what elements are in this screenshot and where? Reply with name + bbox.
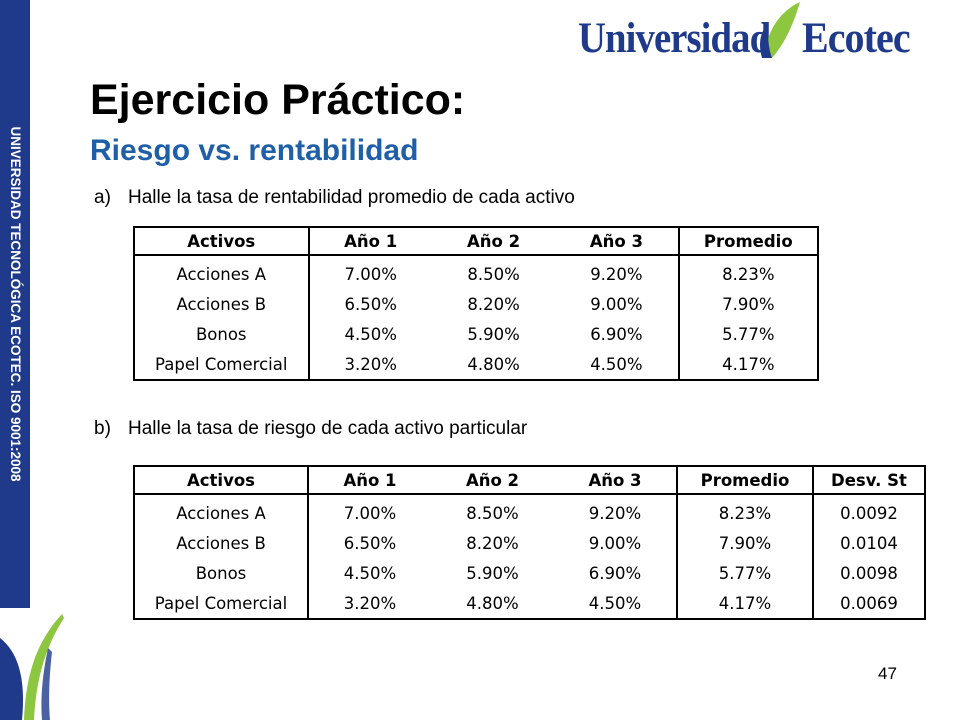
returns-table: Activos Año 1 Año 2 Año 3 Promedio Accio… (133, 226, 819, 381)
average-value: 7.90% (677, 289, 818, 319)
sidebar-band: UNIVERSIDAD TECNOLÓGICA ECOTEC. ISO 9001… (0, 0, 30, 608)
logo-word-universidad: Universidad (578, 15, 771, 62)
header-cell: Año 3 (555, 227, 679, 256)
year2-value: 8.20% (467, 294, 520, 314)
header-cell: Activos (134, 227, 310, 256)
year1-value: 6.50% (344, 294, 397, 314)
asset-name: Bonos (134, 558, 309, 588)
asset-name: Acciones A (134, 494, 309, 528)
table-row: Papel Comercial 3.20% 4.80% 4.50% 4.17% (134, 349, 818, 380)
table-row: Acciones A 7.00% 8.50% 9.20% 8.23% 0.009… (134, 494, 925, 528)
year2-value: 5.90% (466, 563, 519, 583)
year1-value: 3.20% (343, 593, 397, 613)
average-value: 5.77% (676, 558, 813, 588)
stdev-value: 0.0104 (812, 528, 925, 558)
asset-name: Acciones B (134, 289, 310, 319)
stdev-value: 0.0092 (812, 494, 925, 528)
average-value: 4.17% (676, 588, 813, 619)
leaf-decoration-icon (0, 614, 64, 720)
sidebar-institution-text: UNIVERSIDAD TECNOLÓGICA ECOTEC. ISO 9001… (8, 126, 23, 482)
year3-value: 9.00% (588, 533, 642, 553)
year3-value: 4.50% (588, 593, 642, 613)
asset-name: Acciones B (134, 528, 309, 558)
year2-value: 4.80% (466, 593, 519, 613)
year2-value: 8.50% (466, 503, 519, 523)
asset-name: Acciones A (134, 255, 310, 289)
year3-value: 4.50% (590, 354, 643, 374)
question-a: a) Halle la tasa de rentabilidad promedio… (94, 187, 575, 209)
table-row: Acciones A 7.00% 8.50% 9.20% 8.23% (134, 255, 818, 289)
header-cell: Promedio (676, 466, 813, 495)
table-row: Bonos 4.50% 5.90% 6.90% 5.77% 0.0098 (134, 558, 925, 588)
year3-value: 9.20% (588, 503, 642, 523)
average-value: 4.17% (677, 349, 818, 380)
year2-value: 8.50% (467, 264, 520, 284)
year1-value: 3.20% (344, 354, 397, 374)
header-cell: Año 2 (431, 227, 556, 256)
university-logo: Universidad Ecotec (570, 0, 950, 66)
table-row: Papel Comercial 3.20% 4.80% 4.50% 4.17% … (134, 588, 925, 619)
header-cell: Año 3 (554, 466, 677, 495)
table-row: Bonos 4.50% 5.90% 6.90% 5.77% (134, 319, 818, 349)
logo-word-ecotec: Ecotec (802, 15, 911, 62)
header-cell: Desv. St (812, 466, 925, 495)
asset-name: Papel Comercial (134, 588, 309, 619)
table-row: Acciones B 6.50% 8.20% 9.00% 7.90% (134, 289, 818, 319)
average-value: 5.77% (677, 319, 818, 349)
year1-value: 7.00% (344, 264, 397, 284)
risk-table: Activos Año 1 Año 2 Año 3 Promedio Desv.… (133, 465, 926, 620)
stdev-value: 0.0098 (812, 558, 925, 588)
question-b: b) Halle la tasa de riesgo de cada activo… (94, 418, 527, 440)
table-header-row: Activos Año 1 Año 2 Año 3 Promedio (134, 227, 818, 256)
year3-value: 9.00% (590, 294, 643, 314)
question-b-marker: b) (94, 418, 111, 439)
header-cell: Promedio (677, 227, 818, 256)
year1-value: 7.00% (343, 503, 397, 523)
header-cell: Año 1 (308, 466, 431, 495)
average-value: 8.23% (677, 255, 818, 289)
year1-value: 4.50% (343, 563, 397, 583)
stdev-value: 0.0069 (812, 588, 925, 619)
average-value: 8.23% (676, 494, 813, 528)
year2-value: 4.80% (467, 354, 520, 374)
year2-value: 5.90% (467, 324, 520, 344)
asset-name: Bonos (134, 319, 310, 349)
year3-value: 6.90% (588, 563, 642, 583)
header-cell: Año 1 (308, 227, 432, 256)
slide-title: Ejercicio Práctico: (90, 76, 466, 124)
question-b-text: Halle la tasa de riesgo de cada activo p… (128, 418, 528, 439)
average-value: 7.90% (676, 528, 813, 558)
page-number: 47 (878, 664, 897, 683)
header-cell: Activos (134, 466, 309, 495)
slide-subtitle: Riesgo vs. rentabilidad (90, 134, 419, 167)
header-cell: Año 2 (431, 466, 554, 495)
question-a-text: Halle la tasa de rentabilidad promedio d… (128, 187, 575, 208)
year2-value: 8.20% (466, 533, 519, 553)
asset-name: Papel Comercial (134, 349, 310, 380)
year1-value: 6.50% (343, 533, 397, 553)
logo-leaf-icon (760, 2, 800, 58)
year3-value: 9.20% (590, 264, 643, 284)
year1-value: 4.50% (344, 324, 397, 344)
question-a-marker: a) (94, 187, 111, 208)
year3-value: 6.90% (590, 324, 643, 344)
table-row: Acciones B 6.50% 8.20% 9.00% 7.90% 0.010… (134, 528, 925, 558)
table-header-row: Activos Año 1 Año 2 Año 3 Promedio Desv.… (134, 466, 925, 495)
